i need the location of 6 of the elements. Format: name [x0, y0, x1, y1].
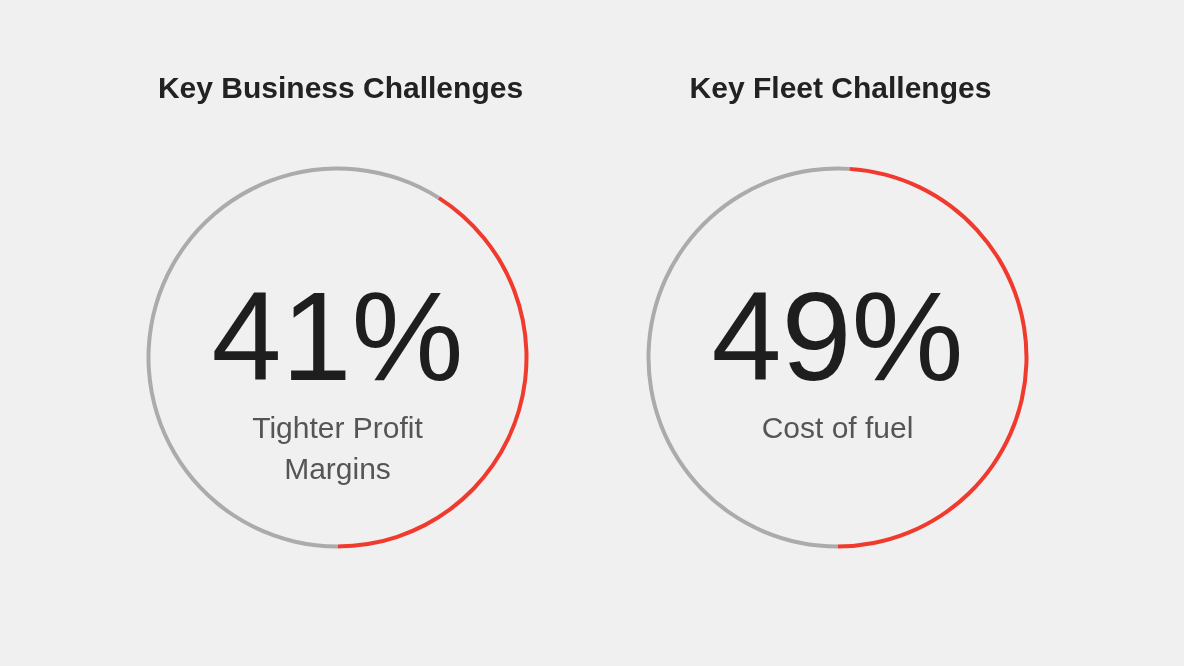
chart-title: Key Business Challenges: [157, 71, 524, 104]
slice-label: Cost of fuel: [761, 410, 914, 444]
chart-title: Key Fleet Challenges: [689, 71, 992, 104]
data-label: 41%: [211, 266, 464, 407]
slice-label: Tighter Profit Margins: [252, 410, 424, 486]
data-label: 49%: [711, 266, 964, 407]
